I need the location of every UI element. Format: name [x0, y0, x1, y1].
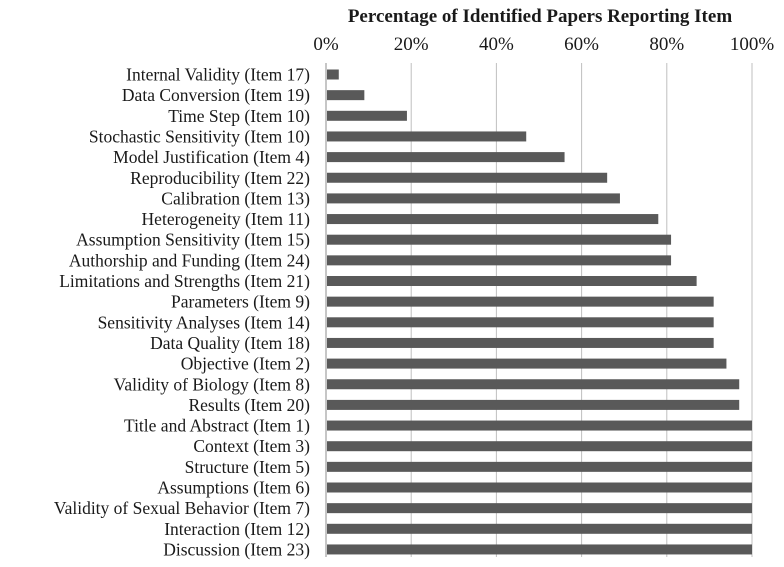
category-label: Time Step (Item 10): [168, 106, 310, 126]
category-label: Interaction (Item 12): [164, 519, 310, 539]
category-label: Calibration (Item 13): [161, 188, 310, 208]
bar: [327, 399, 740, 410]
bars: [327, 69, 752, 555]
category-label: Assumptions (Item 6): [157, 478, 310, 498]
category-label: Reproducibility (Item 22): [130, 168, 310, 188]
category-label: Data Conversion (Item 19): [122, 85, 310, 105]
bar: [327, 379, 740, 390]
bar: [327, 172, 608, 183]
bar: [327, 131, 527, 142]
bar: [327, 337, 714, 348]
bar: [327, 482, 752, 493]
bar: [327, 110, 407, 121]
category-label: Discussion (Item 23): [163, 539, 310, 559]
bar: [327, 503, 752, 514]
category-label: Limitations and Strengths (Item 21): [59, 271, 310, 291]
bar: [327, 523, 752, 534]
x-tick-label: 20%: [394, 34, 429, 55]
bar: [327, 234, 672, 245]
chart-title: Percentage of Identified Papers Reportin…: [348, 6, 732, 27]
bar: [327, 255, 672, 266]
category-label: Title and Abstract (Item 1): [124, 416, 310, 436]
category-label: Validity of Sexual Behavior (Item 7): [54, 498, 310, 518]
grid-lines: [410, 63, 753, 557]
bar: [327, 358, 727, 369]
x-tick-label: 80%: [649, 34, 684, 55]
x-tick-label: 40%: [479, 34, 514, 55]
category-label: Heterogeneity (Item 11): [142, 209, 311, 229]
x-tick-label: 100%: [730, 34, 775, 55]
bar: [327, 461, 752, 472]
bar: [327, 193, 620, 204]
category-label: Structure (Item 5): [185, 457, 311, 477]
bar: [327, 420, 752, 431]
category-label: Sensitivity Analyses (Item 14): [98, 312, 311, 332]
category-label: Validity of Biology (Item 8): [114, 374, 311, 394]
category-label: Data Quality (Item 18): [150, 333, 310, 353]
bar: [327, 317, 714, 328]
bar: [327, 69, 339, 80]
bar: [327, 544, 752, 555]
x-tick-label: 60%: [564, 34, 599, 55]
category-label: Model Justification (Item 4): [113, 147, 310, 167]
x-axis-ticks: 0% 20% 40% 60% 80% 100%: [313, 34, 774, 55]
category-label: Context (Item 3): [193, 436, 310, 456]
category-label: Parameters (Item 9): [171, 292, 310, 312]
bar: [327, 276, 697, 286]
category-label: Internal Validity (Item 17): [126, 65, 310, 85]
category-label: Objective (Item 2): [181, 354, 310, 374]
bar: [327, 214, 659, 225]
bar: [327, 441, 752, 452]
category-label: Stochastic Sensitivity (Item 10): [89, 126, 310, 146]
category-label: Results (Item 20): [188, 395, 310, 415]
y-axis-labels: Internal Validity (Item 17)Data Conversi…: [54, 65, 310, 560]
category-label: Assumption Sensitivity (Item 15): [76, 230, 310, 250]
bar: [327, 90, 365, 101]
x-tick-label: 0%: [313, 34, 339, 55]
category-label: Authorship and Funding (Item 24): [69, 250, 310, 270]
bar: [327, 296, 714, 307]
bar: [327, 152, 565, 163]
